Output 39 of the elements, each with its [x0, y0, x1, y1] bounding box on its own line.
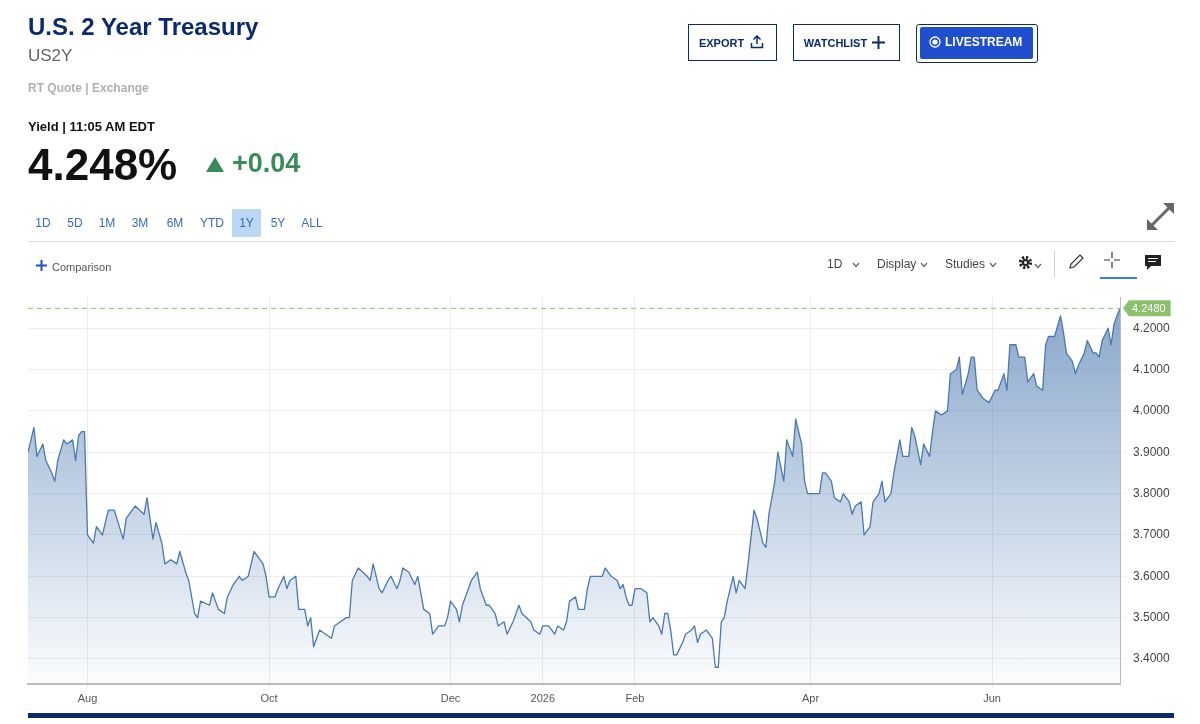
- y-tick-label: 3.4000: [1133, 651, 1171, 666]
- x-tick-label: Aug: [77, 692, 98, 705]
- text: WATCHLIST: [803, 36, 868, 49]
- text: ALL: [300, 215, 324, 232]
- text: RT Quote | Exchange: [28, 81, 149, 95]
- text: Comparison: [52, 261, 112, 273]
- y-tick-label: 4.0000: [1133, 403, 1171, 418]
- text: EXPORT: [698, 36, 745, 49]
- y-tick-label: 3.6000: [1133, 568, 1171, 583]
- text: 5Y: [269, 215, 287, 232]
- y-tick-label: 4.2000: [1133, 320, 1171, 335]
- chart-subtitle: US2Y: [28, 46, 73, 66]
- x-tick-label: 2026: [530, 692, 555, 705]
- ref-line-label: 4.2480: [1132, 302, 1166, 315]
- x-tick-label: Dec: [440, 692, 461, 705]
- y-tick-label: 3.7000: [1133, 527, 1171, 542]
- x-tick-label: Oct: [260, 692, 278, 705]
- chart-title: U.S. 2 Year Treasury: [28, 13, 259, 41]
- y-tick-label: 4.1000: [1133, 361, 1171, 376]
- text: LIVESTREAM: [945, 35, 1023, 49]
- text: 1D: [34, 215, 52, 232]
- text: +0.04: [232, 148, 301, 179]
- text: YTD: [199, 215, 225, 232]
- text: 5D: [66, 215, 84, 232]
- text: Display: [877, 257, 917, 271]
- text: 1M: [97, 215, 117, 232]
- x-tick-label: Apr: [801, 692, 820, 705]
- text: 6M: [165, 215, 185, 232]
- y-tick-label: 3.8000: [1133, 485, 1171, 500]
- text: 1Y: [232, 209, 261, 237]
- text: Yield | 11:05 AM EDT: [28, 119, 155, 134]
- y-tick-label: 3.9000: [1133, 444, 1171, 459]
- text: 1D: [827, 257, 843, 271]
- x-tick-label: Jun: [983, 692, 1001, 705]
- text: 3M: [130, 215, 150, 232]
- x-tick-label: Feb: [625, 692, 645, 705]
- y-tick-label: 3.5000: [1133, 609, 1171, 624]
- text: 4.248%: [28, 140, 178, 190]
- text: Studies: [945, 257, 986, 271]
